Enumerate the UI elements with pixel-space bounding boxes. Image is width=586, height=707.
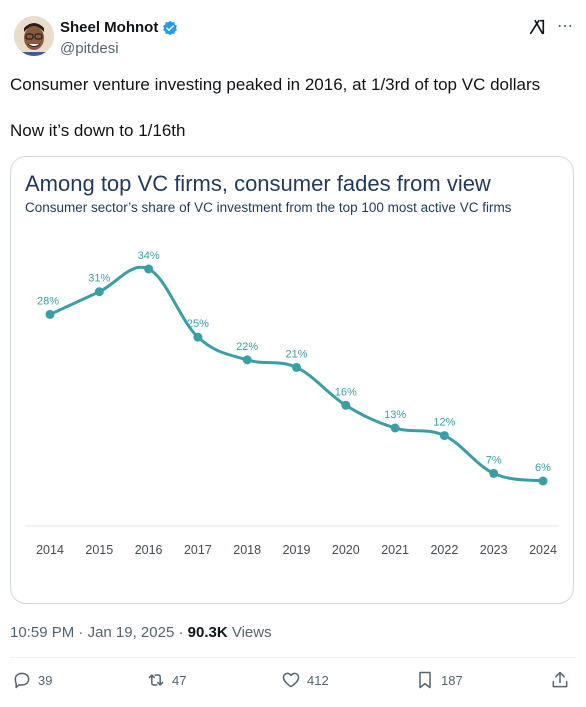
data-label: 13% — [384, 409, 406, 421]
tweet-header: Sheel Mohnot @pitdesi ⋯ — [10, 12, 576, 62]
author-name[interactable]: Sheel Mohnot — [60, 19, 159, 36]
view-count: 90.3K — [187, 624, 228, 641]
data-label: 22% — [236, 341, 258, 353]
avatar[interactable] — [14, 16, 54, 56]
data-label: 7% — [486, 454, 502, 466]
data-point — [292, 362, 301, 372]
bookmark-button[interactable]: 187 — [415, 670, 463, 690]
reply-icon — [14, 672, 30, 689]
like-icon — [282, 672, 300, 688]
data-label: 21% — [285, 348, 307, 360]
author-handle[interactable]: @pitdesi — [60, 40, 119, 57]
x-tick-label: 2023 — [480, 543, 508, 557]
bookmark-icon — [419, 671, 431, 689]
data-point — [538, 476, 548, 486]
data-point — [193, 332, 203, 342]
views-label: Views — [231, 624, 272, 641]
meta-separator: · — [178, 624, 188, 641]
more-icon[interactable]: ⋯ — [557, 18, 574, 35]
x-tick-label: 2021 — [381, 543, 409, 557]
data-label: 28% — [37, 295, 59, 307]
tweet-text-line: Consumer venture investing peaked in 201… — [10, 75, 541, 94]
data-point — [341, 400, 351, 410]
divider — [10, 657, 576, 658]
data-label: 12% — [433, 417, 455, 429]
grok-icon[interactable] — [528, 18, 546, 36]
data-point — [390, 423, 400, 433]
tweet-date[interactable]: Jan 19, 2025 — [87, 624, 175, 641]
verified-badge-icon — [163, 20, 178, 35]
data-point — [242, 355, 252, 365]
tweet-text: Consumer venture investing peaked in 201… — [10, 73, 570, 142]
chart-title: Among top VC firms, consumer fades from … — [25, 171, 491, 196]
data-label: 25% — [187, 318, 209, 330]
bookmark-count: 187 — [441, 672, 463, 688]
repost-button[interactable]: 47 — [146, 670, 186, 690]
data-point — [489, 468, 499, 478]
x-tick-label: 2018 — [233, 543, 261, 557]
reply-count: 39 — [38, 672, 53, 688]
data-label: 34% — [138, 250, 160, 262]
repost-count: 47 — [172, 672, 187, 688]
meta-separator: · — [78, 624, 88, 641]
data-label: 16% — [335, 386, 357, 398]
share-button[interactable] — [550, 670, 570, 690]
data-point — [94, 287, 104, 297]
reply-button[interactable]: 39 — [12, 670, 52, 690]
x-tick-label: 2022 — [430, 543, 458, 557]
tweet-time[interactable]: 10:59 PM — [10, 624, 75, 641]
chart-subtitle: Consumer sector’s share of VC investment… — [25, 200, 512, 215]
like-button[interactable]: 412 — [281, 670, 329, 690]
line-chart: 28% 31% 34% 25% 22% 21% 16% 13% 12% 7% 6% 2014 2015 2… — [25, 250, 559, 557]
tweet-meta: 10:59 PM · Jan 19, 2025 · 90.3K Views — [10, 624, 272, 641]
data-point — [144, 264, 154, 274]
data-label: 6% — [535, 462, 551, 474]
share-icon — [552, 671, 568, 688]
series-line — [49, 265, 544, 483]
data-point — [45, 309, 55, 319]
x-tick-label: 2015 — [85, 543, 113, 557]
repost-icon — [148, 674, 164, 686]
avatar-image — [14, 16, 54, 56]
data-point — [439, 431, 449, 441]
x-tick-label: 2019 — [283, 543, 311, 557]
x-tick-label: 2024 — [529, 543, 557, 557]
x-tick-label: 2016 — [135, 543, 163, 557]
data-label: 31% — [88, 273, 110, 285]
like-count: 412 — [307, 672, 329, 688]
x-tick-label: 2014 — [36, 543, 64, 557]
x-tick-label: 2017 — [184, 543, 212, 557]
action-bar: 39 47 412 187 — [10, 670, 576, 698]
x-tick-label: 2020 — [332, 543, 360, 557]
chart-card[interactable]: Among top VC firms, consumer fades from … — [10, 156, 574, 604]
tweet-text-line: Now it’s down to 1/16th — [10, 121, 186, 140]
